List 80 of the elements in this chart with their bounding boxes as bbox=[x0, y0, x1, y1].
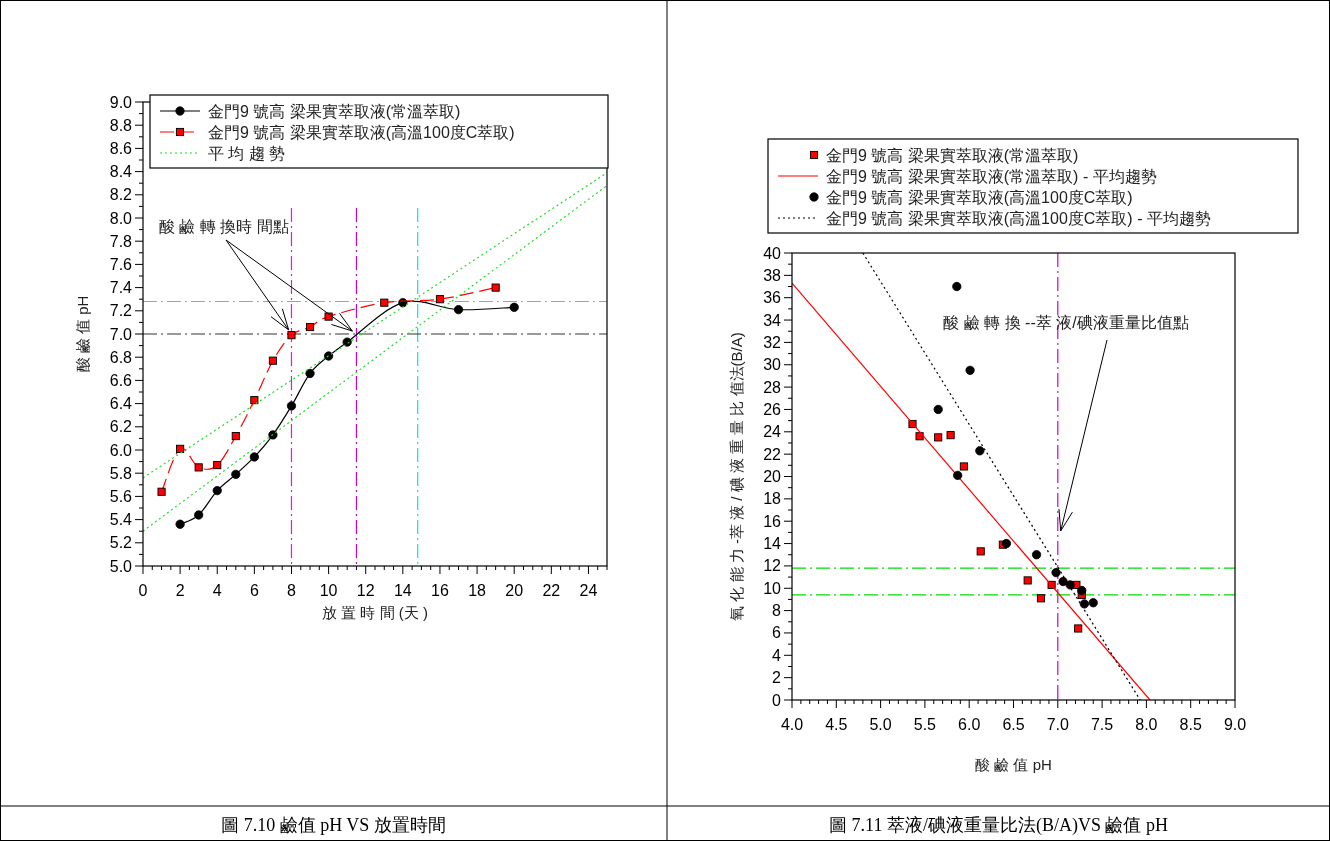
x-tick-label: 5.5 bbox=[913, 716, 937, 733]
caption: 圖 7.11 萃液/碘液重量比法(B/A)VS 鹼值 pH bbox=[829, 815, 1168, 836]
x-tick-label: 8.5 bbox=[1179, 716, 1202, 733]
y-tick-label: 8.6 bbox=[109, 139, 133, 157]
y-tick-label: 12 bbox=[763, 557, 782, 575]
y-tick-label: 14 bbox=[763, 535, 782, 553]
y-tick-label: 8.2 bbox=[109, 186, 133, 204]
legend-label: 金門9 號高 梁果實萃取液(常溫萃取) bbox=[208, 103, 461, 120]
legend-label: 金門9 號高 梁果實萃取液(常溫萃取) - 平均趨勢 bbox=[826, 168, 1157, 185]
x-tick-label: 22 bbox=[542, 582, 561, 599]
x-tick-label: 2 bbox=[175, 582, 185, 599]
y-tick-label: 2 bbox=[772, 669, 782, 687]
legend-label: 金門9 號高 梁果實萃取液(常溫萃取) bbox=[826, 147, 1079, 164]
y-tick-label: 8.0 bbox=[109, 209, 133, 227]
x-tick-label: 12 bbox=[356, 582, 375, 599]
y-tick-label: 5.6 bbox=[109, 487, 133, 505]
x-tick-label: 8 bbox=[287, 582, 297, 599]
x-tick-label: 9.0 bbox=[1223, 716, 1247, 733]
y-tick-label: 20 bbox=[763, 468, 782, 485]
x-tick-label: 4.5 bbox=[825, 716, 848, 733]
x-tick-label: 6.0 bbox=[958, 716, 981, 733]
y-tick-label: 38 bbox=[763, 266, 782, 284]
y-tick-label: 18 bbox=[763, 490, 782, 508]
y-tick-label: 6.4 bbox=[109, 395, 133, 413]
x-tick-label: 0 bbox=[138, 582, 148, 599]
y-tick-label: 22 bbox=[763, 445, 782, 463]
annotation: 酸 鹼 轉 換 --萃 液/碘液重量比值點 bbox=[943, 314, 1189, 331]
y-tick-label: 6.2 bbox=[109, 418, 133, 436]
y-tick-label: 0 bbox=[772, 691, 782, 709]
x-tick-label: 7.0 bbox=[1046, 716, 1070, 733]
x-tick-label: 24 bbox=[579, 582, 598, 599]
legend-label: 金門9 號高 梁果實萃取液(高溫100度C萃取) bbox=[826, 189, 1133, 206]
x-tick-label: 6.5 bbox=[1002, 716, 1025, 733]
y-tick-label: 6.8 bbox=[109, 348, 133, 366]
y-tick-label: 8 bbox=[772, 602, 782, 620]
x-axis-title: 放 置 時 間 (天 ) bbox=[322, 604, 428, 621]
y-tick-label: 28 bbox=[763, 378, 782, 396]
x-tick-label: 7.5 bbox=[1090, 716, 1114, 733]
y-tick-label: 24 bbox=[763, 423, 782, 441]
y-tick-label: 6.0 bbox=[109, 441, 133, 459]
x-tick-label: 4 bbox=[212, 582, 222, 599]
y-tick-label: 26 bbox=[763, 400, 782, 418]
y-tick-label: 6.6 bbox=[109, 371, 133, 389]
y-tick-label: 9.0 bbox=[109, 93, 133, 111]
y-tick-label: 7.6 bbox=[109, 255, 133, 273]
x-axis-title: 酸 鹼 值 pH bbox=[975, 756, 1052, 773]
x-tick-label: 8.0 bbox=[1135, 716, 1158, 733]
x-tick-label: 18 bbox=[468, 582, 487, 599]
x-tick-label: 4.0 bbox=[780, 716, 804, 733]
legend-label: 平 均 趨 勢 bbox=[208, 145, 286, 162]
y-tick-label: 8.8 bbox=[109, 116, 133, 134]
y-tick-label: 5.2 bbox=[109, 534, 133, 552]
y-axis-title: 酸 鹼 值 pH bbox=[74, 295, 91, 373]
x-tick-label: 16 bbox=[431, 582, 449, 599]
y-tick-label: 4 bbox=[772, 646, 782, 664]
y-tick-label: 5.4 bbox=[109, 511, 133, 529]
y-tick-label: 32 bbox=[763, 333, 782, 351]
legend-label: 金門9 號高 梁果實萃取液(高溫100度C萃取) bbox=[208, 124, 515, 141]
y-tick-label: 5.8 bbox=[109, 464, 133, 482]
caption: 圖 7.10 鹼值 pH VS 放置時間 bbox=[221, 815, 446, 835]
y-axis-title: 氧 化 能 力 -萃 液 / 碘 液 重 量 比 值法(B/A) bbox=[728, 332, 745, 621]
annotation: 酸 鹼 轉 換時 間點 bbox=[159, 218, 289, 235]
y-tick-label: 7.8 bbox=[109, 232, 133, 250]
y-tick-label: 7.4 bbox=[109, 279, 133, 297]
x-tick-label: 10 bbox=[319, 582, 338, 599]
y-tick-label: 7.2 bbox=[109, 302, 133, 320]
y-tick-label: 8.4 bbox=[109, 163, 133, 181]
legend-label: 金門9 號高 梁果實萃取液(高溫100度C萃取) - 平均趨勢 bbox=[826, 210, 1211, 227]
y-tick-label: 40 bbox=[763, 244, 782, 262]
x-tick-label: 5.0 bbox=[869, 716, 892, 733]
y-tick-label: 34 bbox=[763, 311, 782, 329]
y-tick-label: 36 bbox=[763, 289, 782, 307]
y-tick-label: 16 bbox=[763, 512, 782, 530]
y-tick-label: 5.0 bbox=[109, 557, 133, 575]
x-tick-label: 14 bbox=[393, 582, 412, 599]
y-tick-label: 6 bbox=[772, 624, 782, 642]
y-tick-label: 30 bbox=[763, 356, 782, 374]
x-tick-label: 20 bbox=[505, 582, 524, 599]
y-tick-label: 7.0 bbox=[109, 325, 133, 343]
x-tick-label: 6 bbox=[249, 582, 259, 599]
